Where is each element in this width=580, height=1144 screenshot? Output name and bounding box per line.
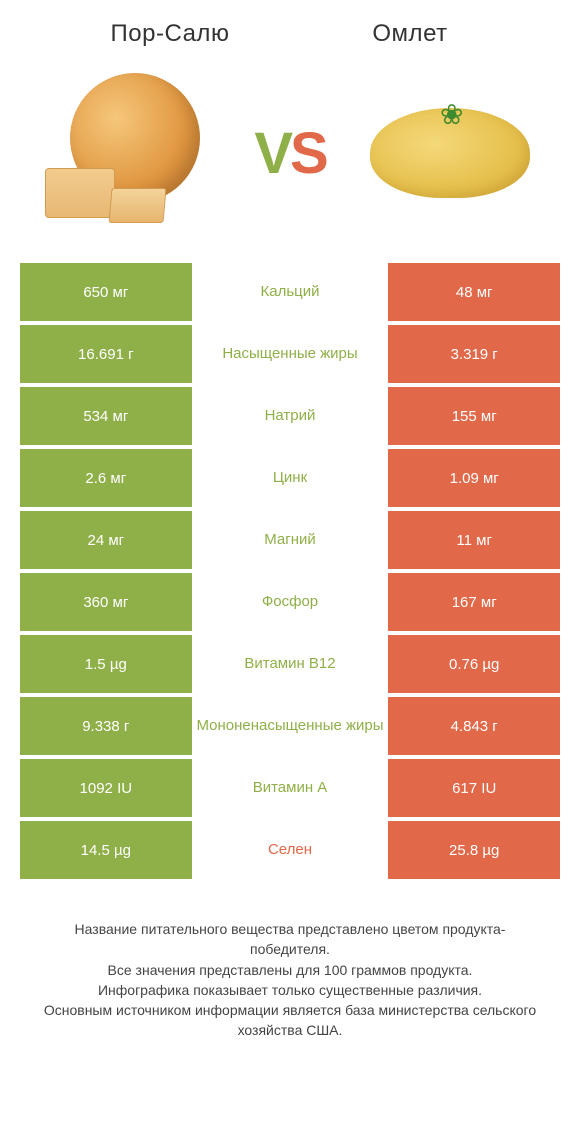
- value-right: 11 мг: [388, 511, 560, 569]
- infographic-container: Пор-Салю Омлет VS ❀ 650 мгКальций48 мг16…: [0, 0, 580, 1071]
- value-left: 16.691 г: [20, 325, 192, 383]
- value-left: 24 мг: [20, 511, 192, 569]
- nutrient-label: Фосфор: [192, 573, 389, 631]
- footnote-text: Название питательного вещества представл…: [20, 919, 560, 1041]
- value-left: 14.5 µg: [20, 821, 192, 879]
- footnote-line: Основным источником информации является …: [44, 1002, 536, 1038]
- value-right: 48 мг: [388, 263, 560, 321]
- value-right: 1.09 мг: [388, 449, 560, 507]
- value-right: 0.76 µg: [388, 635, 560, 693]
- comparison-table: 650 мгКальций48 мг16.691 гНасыщенные жир…: [20, 263, 560, 879]
- value-right: 25.8 µg: [388, 821, 560, 879]
- header-row: Пор-Салю Омлет: [20, 20, 560, 63]
- table-row: 1092 IUВитамин A617 IU: [20, 759, 560, 817]
- value-right: 155 мг: [388, 387, 560, 445]
- table-row: 2.6 мгЦинк1.09 мг: [20, 449, 560, 507]
- value-left: 2.6 мг: [20, 449, 192, 507]
- footnote-line: Название питательного вещества представл…: [75, 921, 506, 957]
- value-right: 167 мг: [388, 573, 560, 631]
- table-row: 24 мгМагний11 мг: [20, 511, 560, 569]
- table-row: 1.5 µgВитамин B120.76 µg: [20, 635, 560, 693]
- value-left: 360 мг: [20, 573, 192, 631]
- value-right: 4.843 г: [388, 697, 560, 755]
- table-row: 9.338 гМононенасыщенные жиры4.843 г: [20, 697, 560, 755]
- nutrient-label: Селен: [192, 821, 389, 879]
- parsley-icon: ❀: [440, 98, 463, 131]
- value-left: 9.338 г: [20, 697, 192, 755]
- table-row: 14.5 µgСелен25.8 µg: [20, 821, 560, 879]
- table-row: 16.691 гНасыщенные жиры3.319 г: [20, 325, 560, 383]
- nutrient-label: Кальций: [192, 263, 389, 321]
- omelet-image: ❀: [360, 73, 540, 233]
- value-left: 534 мг: [20, 387, 192, 445]
- nutrient-label: Витамин B12: [192, 635, 389, 693]
- table-row: 534 мгНатрий155 мг: [20, 387, 560, 445]
- nutrient-label: Витамин A: [192, 759, 389, 817]
- footnote-line: Инфографика показывает только существенн…: [98, 982, 482, 998]
- nutrient-label: Цинк: [192, 449, 389, 507]
- title-right: Омлет: [290, 20, 530, 48]
- nutrient-label: Насыщенные жиры: [192, 325, 389, 383]
- table-row: 650 мгКальций48 мг: [20, 263, 560, 321]
- table-row: 360 мгФосфор167 мг: [20, 573, 560, 631]
- nutrient-label: Магний: [192, 511, 389, 569]
- value-left: 650 мг: [20, 263, 192, 321]
- value-right: 3.319 г: [388, 325, 560, 383]
- vs-v: V: [254, 121, 290, 186]
- nutrient-label: Мононенасыщенные жиры: [192, 697, 389, 755]
- value-left: 1092 IU: [20, 759, 192, 817]
- title-left: Пор-Салю: [50, 20, 290, 48]
- nutrient-label: Натрий: [192, 387, 389, 445]
- vs-s: S: [290, 121, 326, 186]
- images-row: VS ❀: [20, 63, 560, 263]
- vs-label: VS: [254, 120, 325, 187]
- value-left: 1.5 µg: [20, 635, 192, 693]
- value-right: 617 IU: [388, 759, 560, 817]
- footnote-line: Все значения представлены для 100 граммо…: [108, 962, 473, 978]
- cheese-image: [40, 73, 220, 233]
